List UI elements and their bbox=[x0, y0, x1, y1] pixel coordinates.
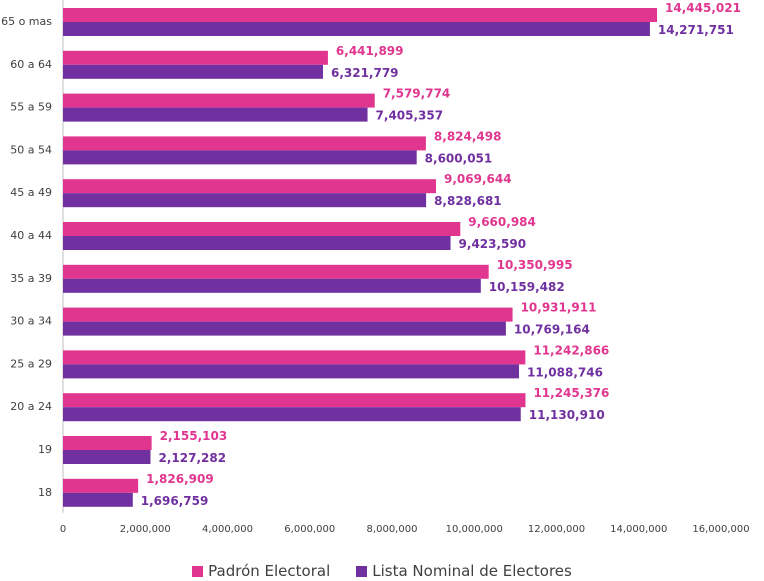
bar-padron bbox=[63, 350, 526, 365]
legend-label-padron: Padrón Electoral bbox=[208, 562, 331, 580]
data-label-padron: 8,824,498 bbox=[434, 129, 502, 143]
data-label-padron: 9,660,984 bbox=[468, 215, 536, 229]
x-tick-label: 6,000,000 bbox=[284, 524, 335, 535]
legend-swatch-lista-nominal bbox=[356, 565, 368, 577]
bar-lista-nominal bbox=[63, 193, 427, 208]
data-label-lista-nominal: 2,127,282 bbox=[158, 451, 226, 465]
category-label: 19 bbox=[38, 443, 52, 456]
bar-padron bbox=[63, 136, 426, 151]
data-label-padron: 7,579,774 bbox=[383, 87, 451, 101]
bar-padron bbox=[63, 93, 375, 108]
data-label-lista-nominal: 11,130,910 bbox=[529, 408, 605, 422]
bar-padron bbox=[63, 264, 489, 279]
data-label-lista-nominal: 8,600,051 bbox=[425, 151, 493, 165]
bar-padron bbox=[63, 478, 139, 493]
x-tick-label: 12,000,000 bbox=[528, 524, 585, 535]
bar-lista-nominal bbox=[63, 450, 151, 464]
bar-lista-nominal bbox=[63, 492, 133, 507]
bar-padron bbox=[63, 222, 461, 236]
category-label: 55 a 59 bbox=[10, 101, 52, 114]
bar-lista-nominal bbox=[63, 150, 417, 165]
category-label: 60 a 64 bbox=[10, 58, 52, 71]
bar-lista-nominal bbox=[63, 321, 506, 336]
legend-label-lista-nominal: Lista Nominal de Electores bbox=[372, 562, 572, 580]
bar-lista-nominal bbox=[63, 278, 481, 293]
legend-item-lista-nominal: Lista Nominal de Electores bbox=[356, 562, 572, 580]
data-label-padron: 10,931,911 bbox=[521, 301, 597, 315]
category-label: 35 a 39 bbox=[10, 272, 52, 285]
legend-item-padron: Padrón Electoral bbox=[192, 562, 330, 580]
category-label: 65 o mas bbox=[1, 15, 52, 28]
bar-padron bbox=[63, 50, 328, 65]
category-label: 40 a 44 bbox=[10, 229, 52, 242]
data-label-padron: 10,350,995 bbox=[497, 258, 573, 272]
category-label: 50 a 54 bbox=[10, 143, 52, 156]
data-label-lista-nominal: 10,159,482 bbox=[489, 280, 565, 294]
legend-swatch-padron bbox=[192, 565, 204, 577]
x-tick-label: 10,000,000 bbox=[446, 524, 503, 535]
x-tick-label: 0 bbox=[60, 524, 66, 535]
category-label: 20 a 24 bbox=[10, 400, 52, 413]
data-label-padron: 6,441,899 bbox=[336, 44, 404, 58]
bar-lista-nominal bbox=[63, 236, 451, 250]
data-label-padron: 9,069,644 bbox=[444, 172, 512, 186]
bar-padron bbox=[63, 8, 658, 22]
data-label-lista-nominal: 1,696,759 bbox=[141, 494, 209, 508]
legend: Padrón Electoral Lista Nominal de Electo… bbox=[0, 562, 764, 580]
x-tick-label: 4,000,000 bbox=[202, 524, 253, 535]
bar-padron bbox=[63, 393, 526, 408]
bar-padron bbox=[63, 436, 152, 450]
x-tick-label: 16,000,000 bbox=[692, 524, 749, 535]
bar-lista-nominal bbox=[63, 22, 650, 36]
data-label-padron: 11,242,866 bbox=[533, 343, 609, 357]
bar-lista-nominal bbox=[63, 364, 520, 379]
category-label: 18 bbox=[38, 486, 52, 499]
data-label-padron: 11,245,376 bbox=[533, 386, 609, 400]
bar-lista-nominal bbox=[63, 407, 521, 422]
category-label: 30 a 34 bbox=[10, 315, 52, 328]
data-label-padron: 1,826,909 bbox=[146, 472, 214, 486]
data-label-lista-nominal: 6,321,779 bbox=[331, 66, 399, 80]
data-label-lista-nominal: 7,405,357 bbox=[376, 109, 444, 123]
data-label-lista-nominal: 14,271,751 bbox=[658, 23, 734, 37]
data-label-lista-nominal: 8,828,681 bbox=[434, 194, 502, 208]
data-label-lista-nominal: 10,769,164 bbox=[514, 323, 590, 337]
category-label: 45 a 49 bbox=[10, 186, 52, 199]
category-label: 25 a 29 bbox=[10, 357, 52, 370]
data-label-lista-nominal: 9,423,590 bbox=[459, 237, 527, 251]
bar-padron bbox=[63, 179, 436, 194]
x-tick-label: 8,000,000 bbox=[367, 524, 418, 535]
data-label-padron: 2,155,103 bbox=[160, 429, 228, 443]
bar-lista-nominal bbox=[63, 107, 368, 122]
bar-padron bbox=[63, 307, 513, 322]
x-tick-label: 14,000,000 bbox=[610, 524, 667, 535]
x-tick-label: 2,000,000 bbox=[120, 524, 171, 535]
data-label-padron: 14,445,021 bbox=[665, 1, 741, 15]
bar-lista-nominal bbox=[63, 64, 323, 79]
data-label-lista-nominal: 11,088,746 bbox=[527, 365, 603, 379]
